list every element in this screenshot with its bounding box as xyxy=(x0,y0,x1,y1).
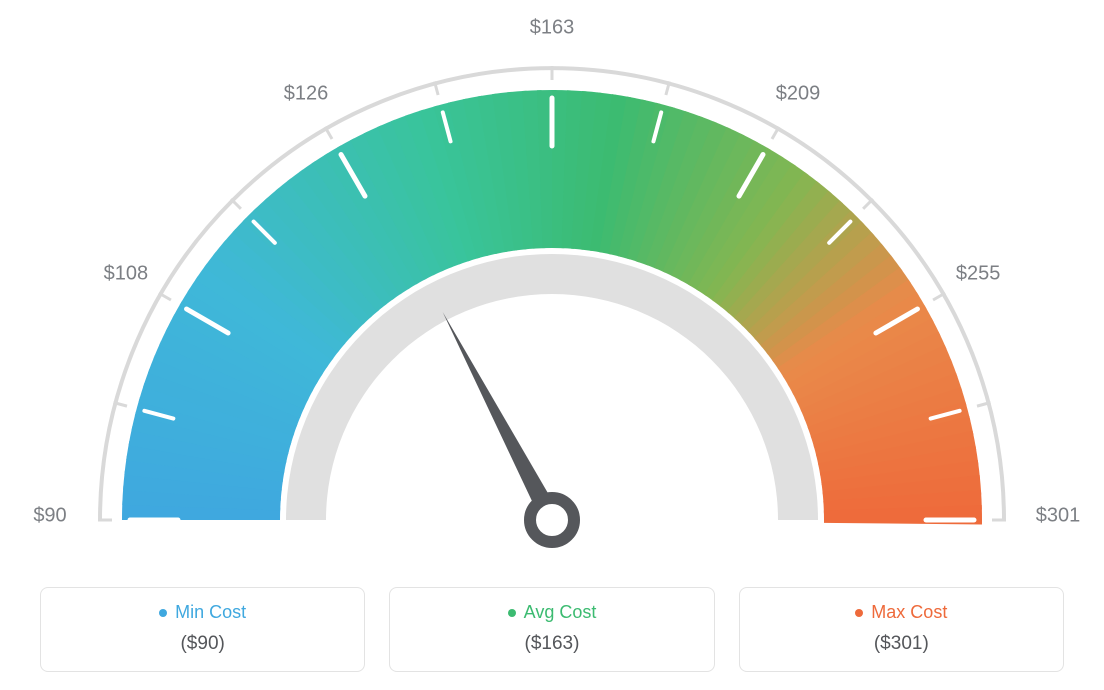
gauge-needle-hub xyxy=(530,498,574,542)
legend-min-title: Min Cost xyxy=(159,602,246,623)
gauge-tick-label: $163 xyxy=(530,17,575,40)
legend-avg-title: Avg Cost xyxy=(508,602,597,623)
gauge-needle xyxy=(443,312,561,525)
legend-min-value: ($90) xyxy=(51,633,354,655)
gauge-tick-label: $209 xyxy=(776,82,821,105)
legend-min-dot-icon xyxy=(159,609,167,617)
gauge-tick-label: $90 xyxy=(33,505,66,528)
legend-max-dot-icon xyxy=(855,609,863,617)
legend-max-label: Max Cost xyxy=(871,602,947,623)
legend-avg-value: ($163) xyxy=(400,633,703,655)
legend-max-title: Max Cost xyxy=(855,602,947,623)
legend-card-min: Min Cost ($90) xyxy=(40,587,365,672)
legend-avg-label: Avg Cost xyxy=(524,602,597,623)
legend-card-max: Max Cost ($301) xyxy=(739,587,1064,672)
gauge-svg xyxy=(0,0,1104,580)
gauge-tick-label: $126 xyxy=(284,82,329,105)
cost-gauge-container: $90 $108 $126 $163 $209 $255 $301 Min Cost ($9… xyxy=(0,0,1104,690)
legend-max-value: ($301) xyxy=(750,633,1053,655)
legend-avg-dot-icon xyxy=(508,609,516,617)
gauge-chart: $90 $108 $126 $163 $209 $255 $301 xyxy=(0,0,1104,580)
gauge-tick-label: $255 xyxy=(956,263,1001,286)
gauge-tick-label: $301 xyxy=(1036,505,1081,528)
legend-row: Min Cost ($90) Avg Cost ($163) Max Cost … xyxy=(40,587,1064,672)
gauge-color-band xyxy=(122,90,982,525)
legend-min-label: Min Cost xyxy=(175,602,246,623)
gauge-tick-label: $108 xyxy=(104,263,149,286)
legend-card-avg: Avg Cost ($163) xyxy=(389,587,714,672)
